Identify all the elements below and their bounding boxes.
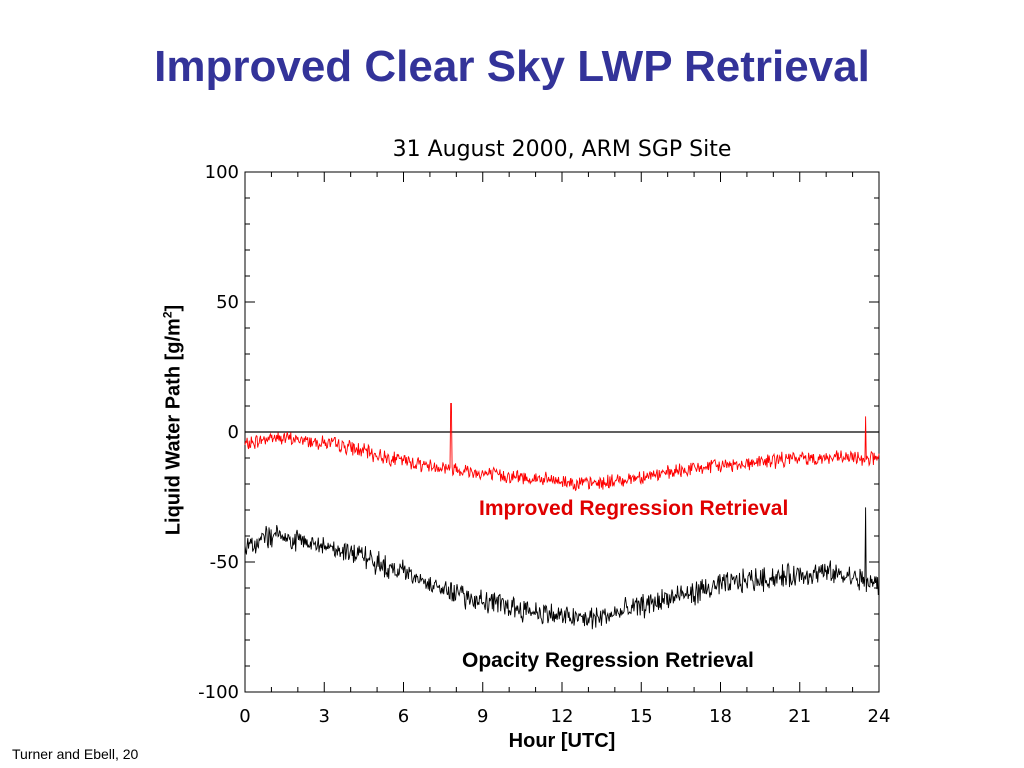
y-axis-label-end: ]	[162, 304, 185, 312]
x-tick-label: 18	[709, 706, 732, 727]
y-tick-label: -50	[210, 552, 239, 573]
x-tick-label: 15	[630, 706, 653, 727]
y-tick-label: 50	[216, 292, 239, 313]
annotation-opacity-regression: Opacity Regression Retrieval	[462, 649, 754, 672]
series-line-improved-regression	[244, 402, 880, 492]
x-tick-label: 6	[398, 706, 409, 727]
y-tick-label: -100	[198, 682, 239, 703]
x-tick-label: 3	[319, 706, 330, 727]
y-axis-label-sup: 2	[160, 311, 175, 319]
annotation-improved-regression: Improved Regression Retrieval	[479, 497, 789, 520]
chart-title: 31 August 2000, ARM SGP Site	[392, 137, 732, 162]
x-tick-label: 0	[239, 706, 250, 727]
x-tick-label: 9	[477, 706, 488, 727]
x-tick-label: 12	[551, 706, 574, 727]
x-axis-label: Hour [UTC]	[508, 730, 616, 752]
slide-title: Improved Clear Sky LWP Retrieval	[154, 42, 870, 91]
y-axis-label: Liquid Water Path [g/m2]	[161, 305, 186, 535]
y-tick-label: 0	[228, 422, 239, 443]
x-tick-label: 21	[788, 706, 811, 727]
series-line-opacity-regression	[244, 507, 880, 630]
x-tick-label: 24	[868, 706, 891, 727]
y-axis-label-main: Liquid Water Path [g/m	[162, 318, 185, 536]
y-tick-label: 100	[205, 162, 239, 183]
footer-citation: Turner and Ebell, 20	[12, 746, 139, 762]
